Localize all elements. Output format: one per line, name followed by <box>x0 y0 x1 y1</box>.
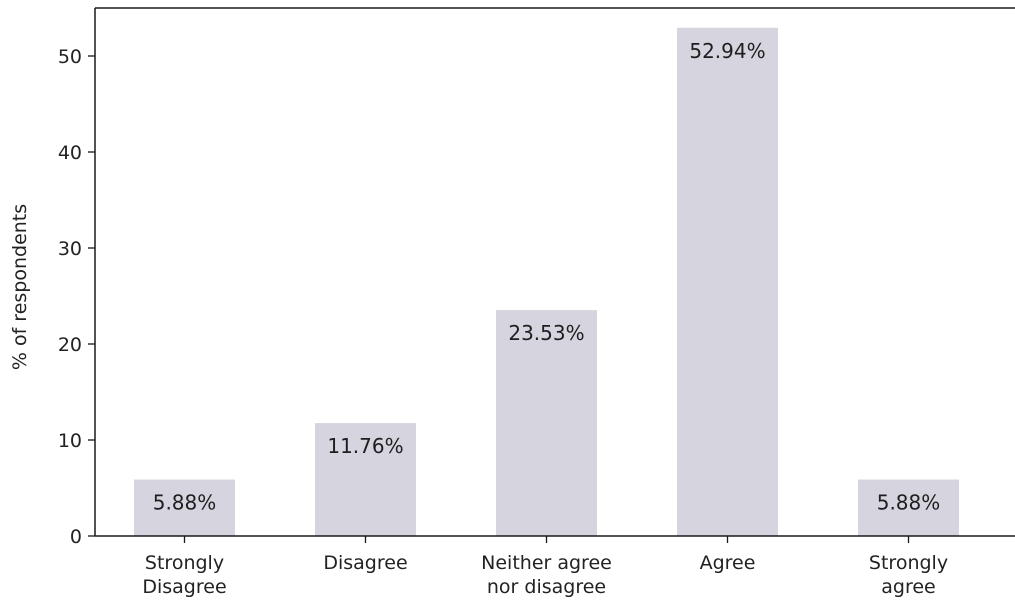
x-tick-label: Strongly Disagree <box>142 552 226 598</box>
data-label: 5.88% <box>153 491 217 515</box>
bar <box>496 310 597 536</box>
y-axis: 0 10 20 30 40 50 <box>58 7 1015 548</box>
data-label: 5.88% <box>877 491 941 515</box>
x-tick-label-line: Neither agree <box>481 552 612 574</box>
x-tick-label-line: Disagree <box>323 552 407 574</box>
y-tick-label: 40 <box>58 142 82 164</box>
bar <box>134 479 235 536</box>
y-axis-title: % of respondents <box>9 204 31 370</box>
data-label: 11.76% <box>327 434 403 458</box>
x-tick-label-line: Strongly <box>869 552 948 574</box>
bar <box>858 479 959 536</box>
y-tick-label: 10 <box>58 430 82 452</box>
bar <box>315 423 416 536</box>
y-tick-label: 0 <box>70 526 82 548</box>
x-tick-label-line: Disagree <box>142 576 226 598</box>
x-tick-label-line: agree <box>881 576 935 598</box>
data-label: 23.53% <box>508 321 584 345</box>
x-tick-label: Disagree <box>323 552 407 574</box>
x-tick-label: Strongly agree <box>869 552 948 598</box>
y-tick-label: 50 <box>58 46 82 68</box>
x-tick-label: Neither agree nor disagree <box>481 552 612 598</box>
bars-group <box>134 27 959 536</box>
x-tick-label-line: Strongly <box>145 552 224 574</box>
x-tick-label-line: nor disagree <box>487 576 606 598</box>
x-tick-label-line: Agree <box>700 552 756 574</box>
y-tick-label: 30 <box>58 238 82 260</box>
data-labels-group: 5.88% 11.76% 23.53% 52.94% 5.88% <box>153 39 941 515</box>
bar <box>677 27 778 536</box>
y-tick-label: 20 <box>58 334 82 356</box>
data-label: 52.94% <box>689 39 765 63</box>
x-tick-label: Agree <box>700 552 756 574</box>
